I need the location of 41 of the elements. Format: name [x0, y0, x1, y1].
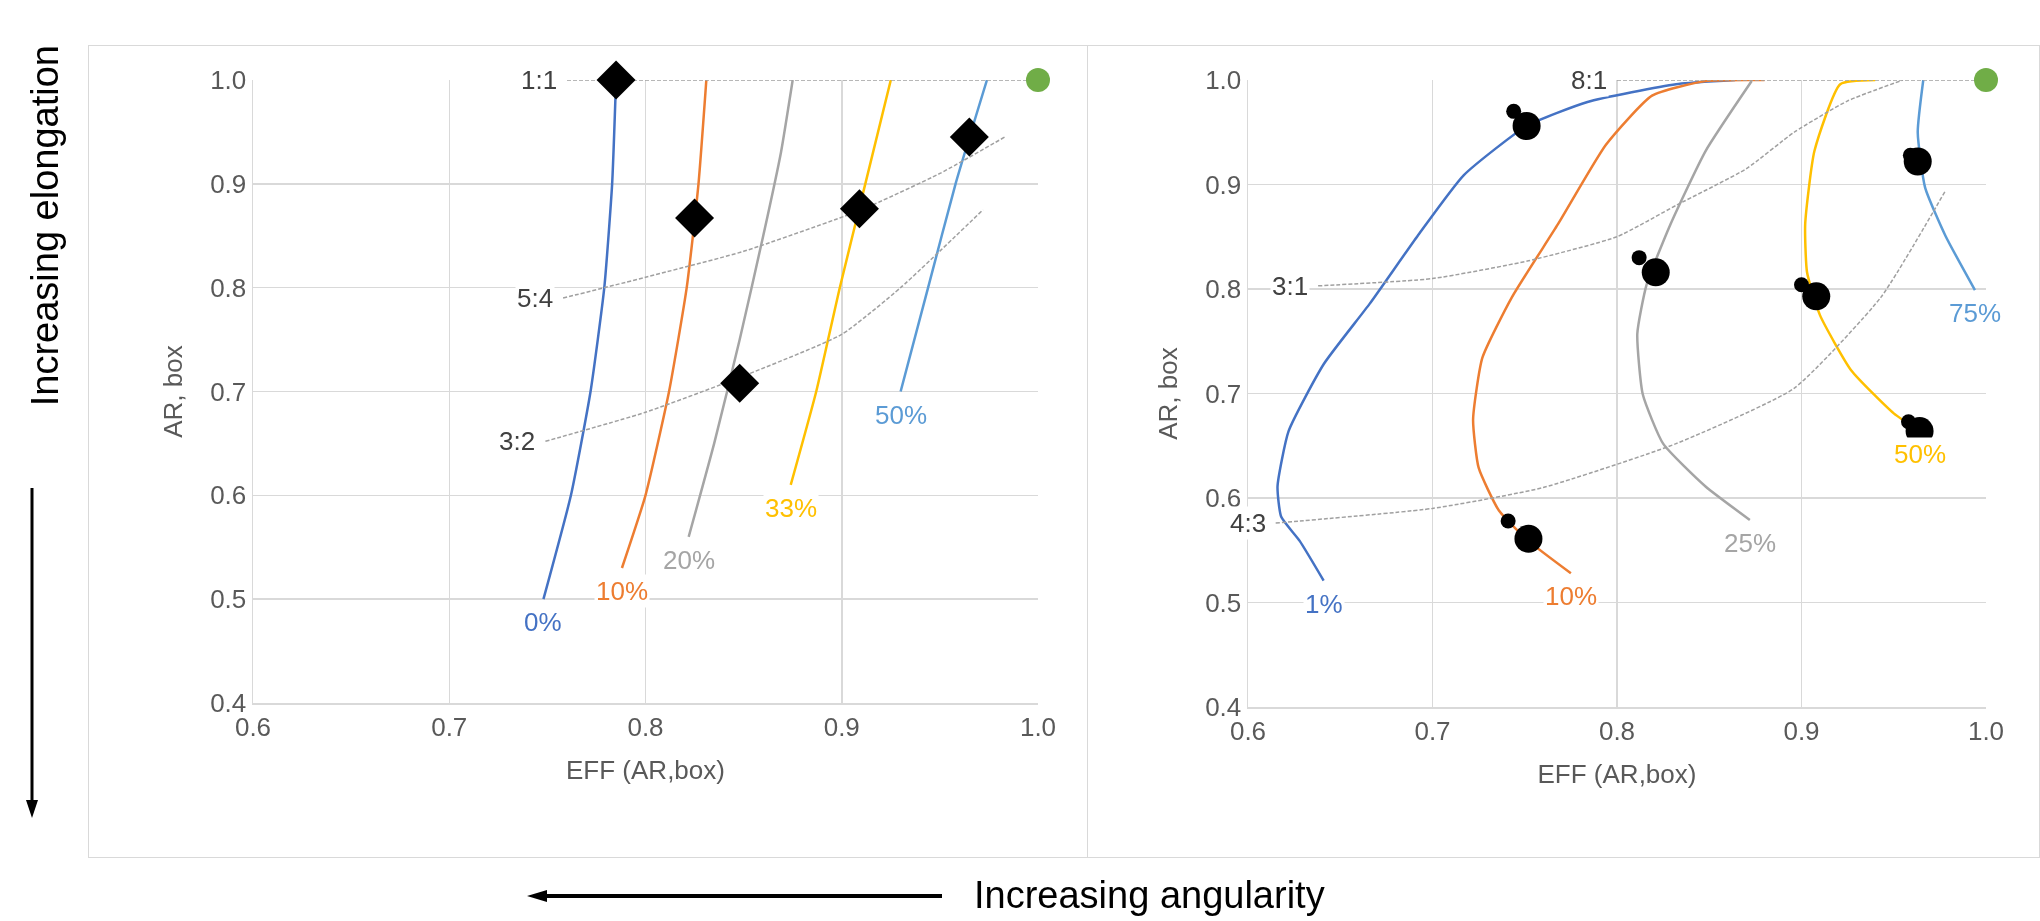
- x-tick-label: 0.8: [1598, 715, 1636, 746]
- y-tick-label: 0.9: [210, 168, 247, 199]
- series-label: 10%: [596, 576, 649, 606]
- y-tick-label: 0.8: [210, 272, 247, 303]
- x-axis-title: EFF (AR,box): [566, 755, 725, 786]
- x-tick-label: 1.0: [1019, 711, 1057, 742]
- x-tick-label: 0.9: [1783, 715, 1820, 746]
- series-label: 1%: [1305, 589, 1343, 619]
- series-label: 20%: [663, 545, 716, 575]
- series-label: 1:1: [521, 65, 558, 95]
- x-tick-label: 0.7: [431, 711, 468, 742]
- series-label: 25%: [1724, 528, 1777, 558]
- x-tick-label: 0.7: [1414, 715, 1451, 746]
- series-label: 75%: [1949, 298, 2002, 328]
- y-tick-label: 0.6: [210, 480, 247, 511]
- x-tick-label: 0.9: [823, 711, 860, 742]
- y-tick-label: 1.0: [1205, 65, 1242, 96]
- y-tick-label: 0.5: [210, 584, 247, 615]
- series-label: 33%: [765, 493, 818, 523]
- y-tick-label: 0.7: [210, 376, 247, 407]
- series-label: 3:2: [499, 426, 536, 456]
- series-label: 4:3: [1230, 508, 1267, 538]
- series-label: 10%: [1545, 581, 1598, 611]
- series-label: 8:1: [1571, 65, 1608, 95]
- series-label: 0%: [524, 607, 562, 637]
- series-label: 3:1: [1272, 271, 1309, 301]
- series-label: 50%: [875, 400, 928, 430]
- y-tick-label: 0.8: [1205, 274, 1242, 305]
- x-tick-label: 1.0: [1967, 715, 2005, 746]
- y-axis-title: AR, box: [1152, 347, 1183, 440]
- y-tick-label: 0.5: [1205, 587, 1242, 618]
- series-label: 5:4: [517, 283, 554, 313]
- series-label: 50%: [1894, 439, 1947, 469]
- y-axis-title: AR, box: [157, 345, 188, 438]
- y-tick-label: 0.9: [1205, 169, 1242, 200]
- x-tick-label: 0.8: [627, 711, 664, 742]
- y-tick-label: 0.7: [1205, 378, 1242, 409]
- y-tick-label: 1.0: [210, 65, 247, 96]
- text: Increasing elongation: [23, 45, 67, 407]
- text: Increasing angularity: [974, 874, 1325, 917]
- x-axis-title: EFF (AR,box): [1537, 759, 1697, 790]
